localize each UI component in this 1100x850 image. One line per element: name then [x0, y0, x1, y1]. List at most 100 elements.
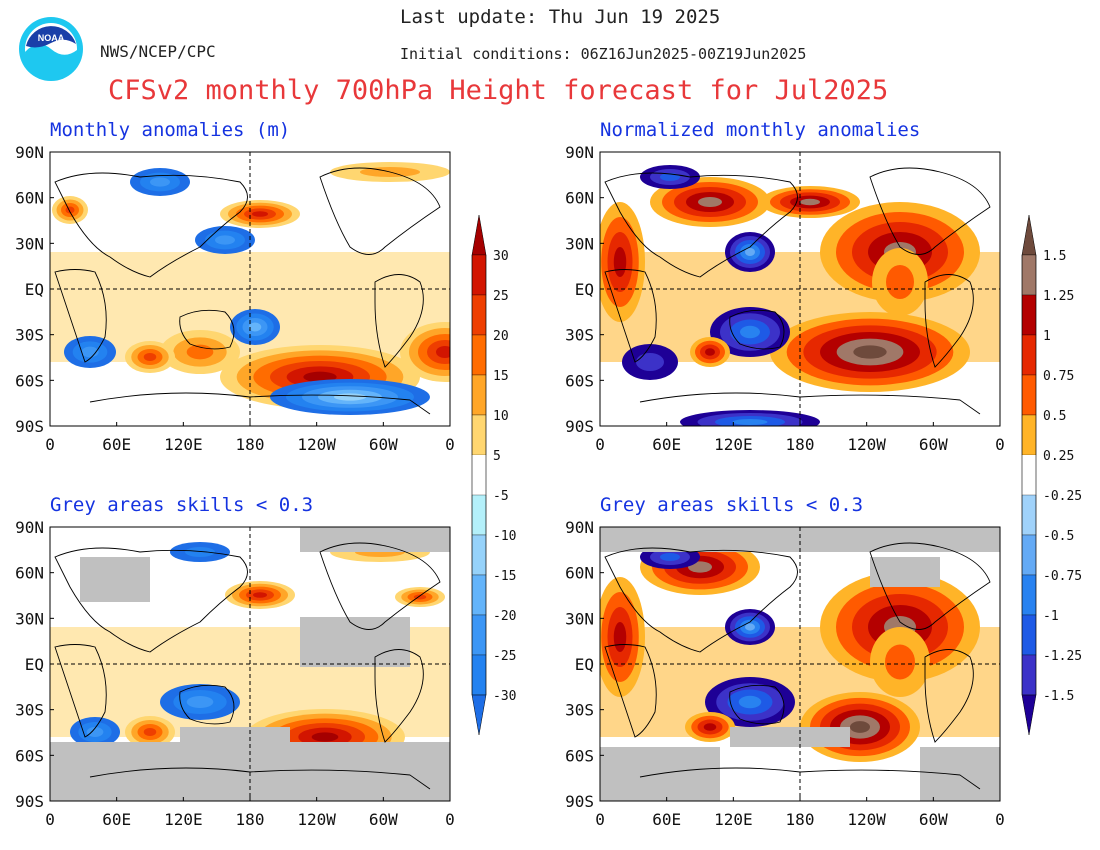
colorbar-segment	[471, 374, 487, 416]
lat-tick-label: EQ	[575, 655, 594, 674]
colorbar-label: -1	[1043, 609, 1059, 624]
colorbar-label: -5	[493, 489, 509, 504]
lon-tick-label: 0	[45, 435, 55, 454]
lat-tick-label: 30S	[565, 701, 594, 720]
colorbar-segment	[1021, 654, 1037, 696]
lat-tick-label: 30N	[15, 609, 44, 628]
colorbar-label: -15	[493, 569, 516, 584]
colorbar-label: 0.25	[1043, 449, 1074, 464]
lat-tick-label: 30S	[565, 326, 594, 345]
lat-tick-label: 30S	[15, 326, 44, 345]
coastline	[604, 172, 798, 278]
lon-tick-label: 180	[786, 810, 815, 829]
colorbar-segment	[471, 254, 487, 296]
lon-tick-label: 0	[995, 810, 1005, 829]
lat-tick-label: 30S	[15, 701, 44, 720]
coastline	[869, 167, 991, 255]
lat-tick-label: 60S	[15, 371, 44, 390]
coastline	[54, 547, 248, 653]
lat-tick-label: 90S	[15, 792, 44, 811]
lat-tick-label: 90S	[565, 792, 594, 811]
lat-tick-label: EQ	[575, 280, 594, 299]
logo-text: NOAA	[38, 33, 65, 43]
coastline	[924, 649, 974, 743]
colorbar-label: 1	[1043, 329, 1051, 344]
lon-tick-label: 0	[595, 435, 605, 454]
lon-tick-label: 60W	[919, 435, 948, 454]
lon-tick-label: 60W	[369, 810, 398, 829]
coastline	[89, 767, 431, 790]
colorbar-segment	[1021, 694, 1037, 736]
lat-tick-label: 60S	[565, 746, 594, 765]
anomaly-field	[600, 152, 1000, 426]
lon-tick-label: 60W	[369, 435, 398, 454]
lon-tick-label: 0	[995, 435, 1005, 454]
panel-title-bottom-left: Grey areas skills < 0.3	[50, 494, 314, 516]
lat-tick-label: 60S	[15, 746, 44, 765]
colorbar-segment	[1021, 254, 1037, 296]
noaa-logo: NOAA	[19, 17, 83, 81]
colorbar-label: 15	[493, 369, 509, 384]
colorbar-segment	[471, 334, 487, 376]
colorbar-segment	[471, 574, 487, 616]
colorbar-label: 0.75	[1043, 369, 1074, 384]
lon-tick-label: 120E	[164, 810, 203, 829]
coastline	[604, 644, 657, 738]
colorbar-segment	[1021, 614, 1037, 656]
panel-title-top-right: Normalized monthly anomalies	[600, 119, 921, 141]
lon-tick-label: 0	[595, 810, 605, 829]
lat-tick-label: 90S	[565, 417, 594, 436]
panel-title-bottom-right: Grey areas skills < 0.3	[600, 494, 864, 516]
lon-tick-label: 0	[445, 435, 455, 454]
colorbar-label: -0.75	[1043, 569, 1082, 584]
lon-tick-label: 120E	[714, 810, 753, 829]
lat-tick-label: 90N	[15, 518, 44, 537]
lat-tick-label: 60N	[15, 564, 44, 583]
coastline	[179, 309, 235, 350]
colorbar-segment	[1021, 214, 1037, 256]
lat-tick-label: 60N	[565, 189, 594, 208]
low-skill-mask	[870, 557, 940, 587]
colorbar-label: -30	[493, 689, 516, 704]
coastline	[374, 649, 424, 743]
coastline	[54, 644, 107, 738]
low-skill-mask	[600, 527, 1000, 552]
colorbar-segment	[1021, 534, 1037, 576]
low-skill-mask	[300, 617, 410, 667]
coastline	[639, 392, 981, 415]
lon-tick-label: 180	[236, 810, 265, 829]
colorbar-segment	[1021, 334, 1037, 376]
lat-tick-label: 60N	[565, 564, 594, 583]
coastline	[54, 172, 248, 278]
lat-tick-label: 60S	[565, 371, 594, 390]
low-skill-mask	[180, 727, 290, 752]
colorbar-segment	[471, 294, 487, 336]
lon-tick-label: 0	[445, 810, 455, 829]
coastline	[319, 542, 441, 630]
lat-tick-label: 60N	[15, 189, 44, 208]
colorbar-label: -1.5	[1043, 689, 1074, 704]
low-skill-mask	[600, 747, 720, 801]
colorbar-label: 1.25	[1043, 289, 1074, 304]
colorbar-label: 1.5	[1043, 249, 1066, 264]
lon-tick-label: 120W	[847, 810, 886, 829]
colorbar-segment	[1021, 374, 1037, 416]
coastline	[89, 392, 431, 415]
lon-tick-label: 60E	[102, 810, 131, 829]
colorbar-neutral	[1022, 455, 1036, 495]
coastline	[729, 684, 785, 725]
lon-tick-label: 0	[45, 810, 55, 829]
colorbar-segment	[1021, 574, 1037, 616]
lat-tick-label: 90N	[565, 143, 594, 162]
lat-tick-label: 90N	[15, 143, 44, 162]
low-skill-mask	[80, 557, 150, 602]
colorbar-label: -0.25	[1043, 489, 1082, 504]
coastline	[604, 547, 798, 653]
colorbar-segment	[1021, 414, 1037, 456]
coastline	[319, 167, 441, 255]
initial-conditions-text: Initial conditions: 06Z16Jun2025-00Z19Ju…	[400, 45, 807, 63]
lon-tick-label: 60E	[652, 435, 681, 454]
